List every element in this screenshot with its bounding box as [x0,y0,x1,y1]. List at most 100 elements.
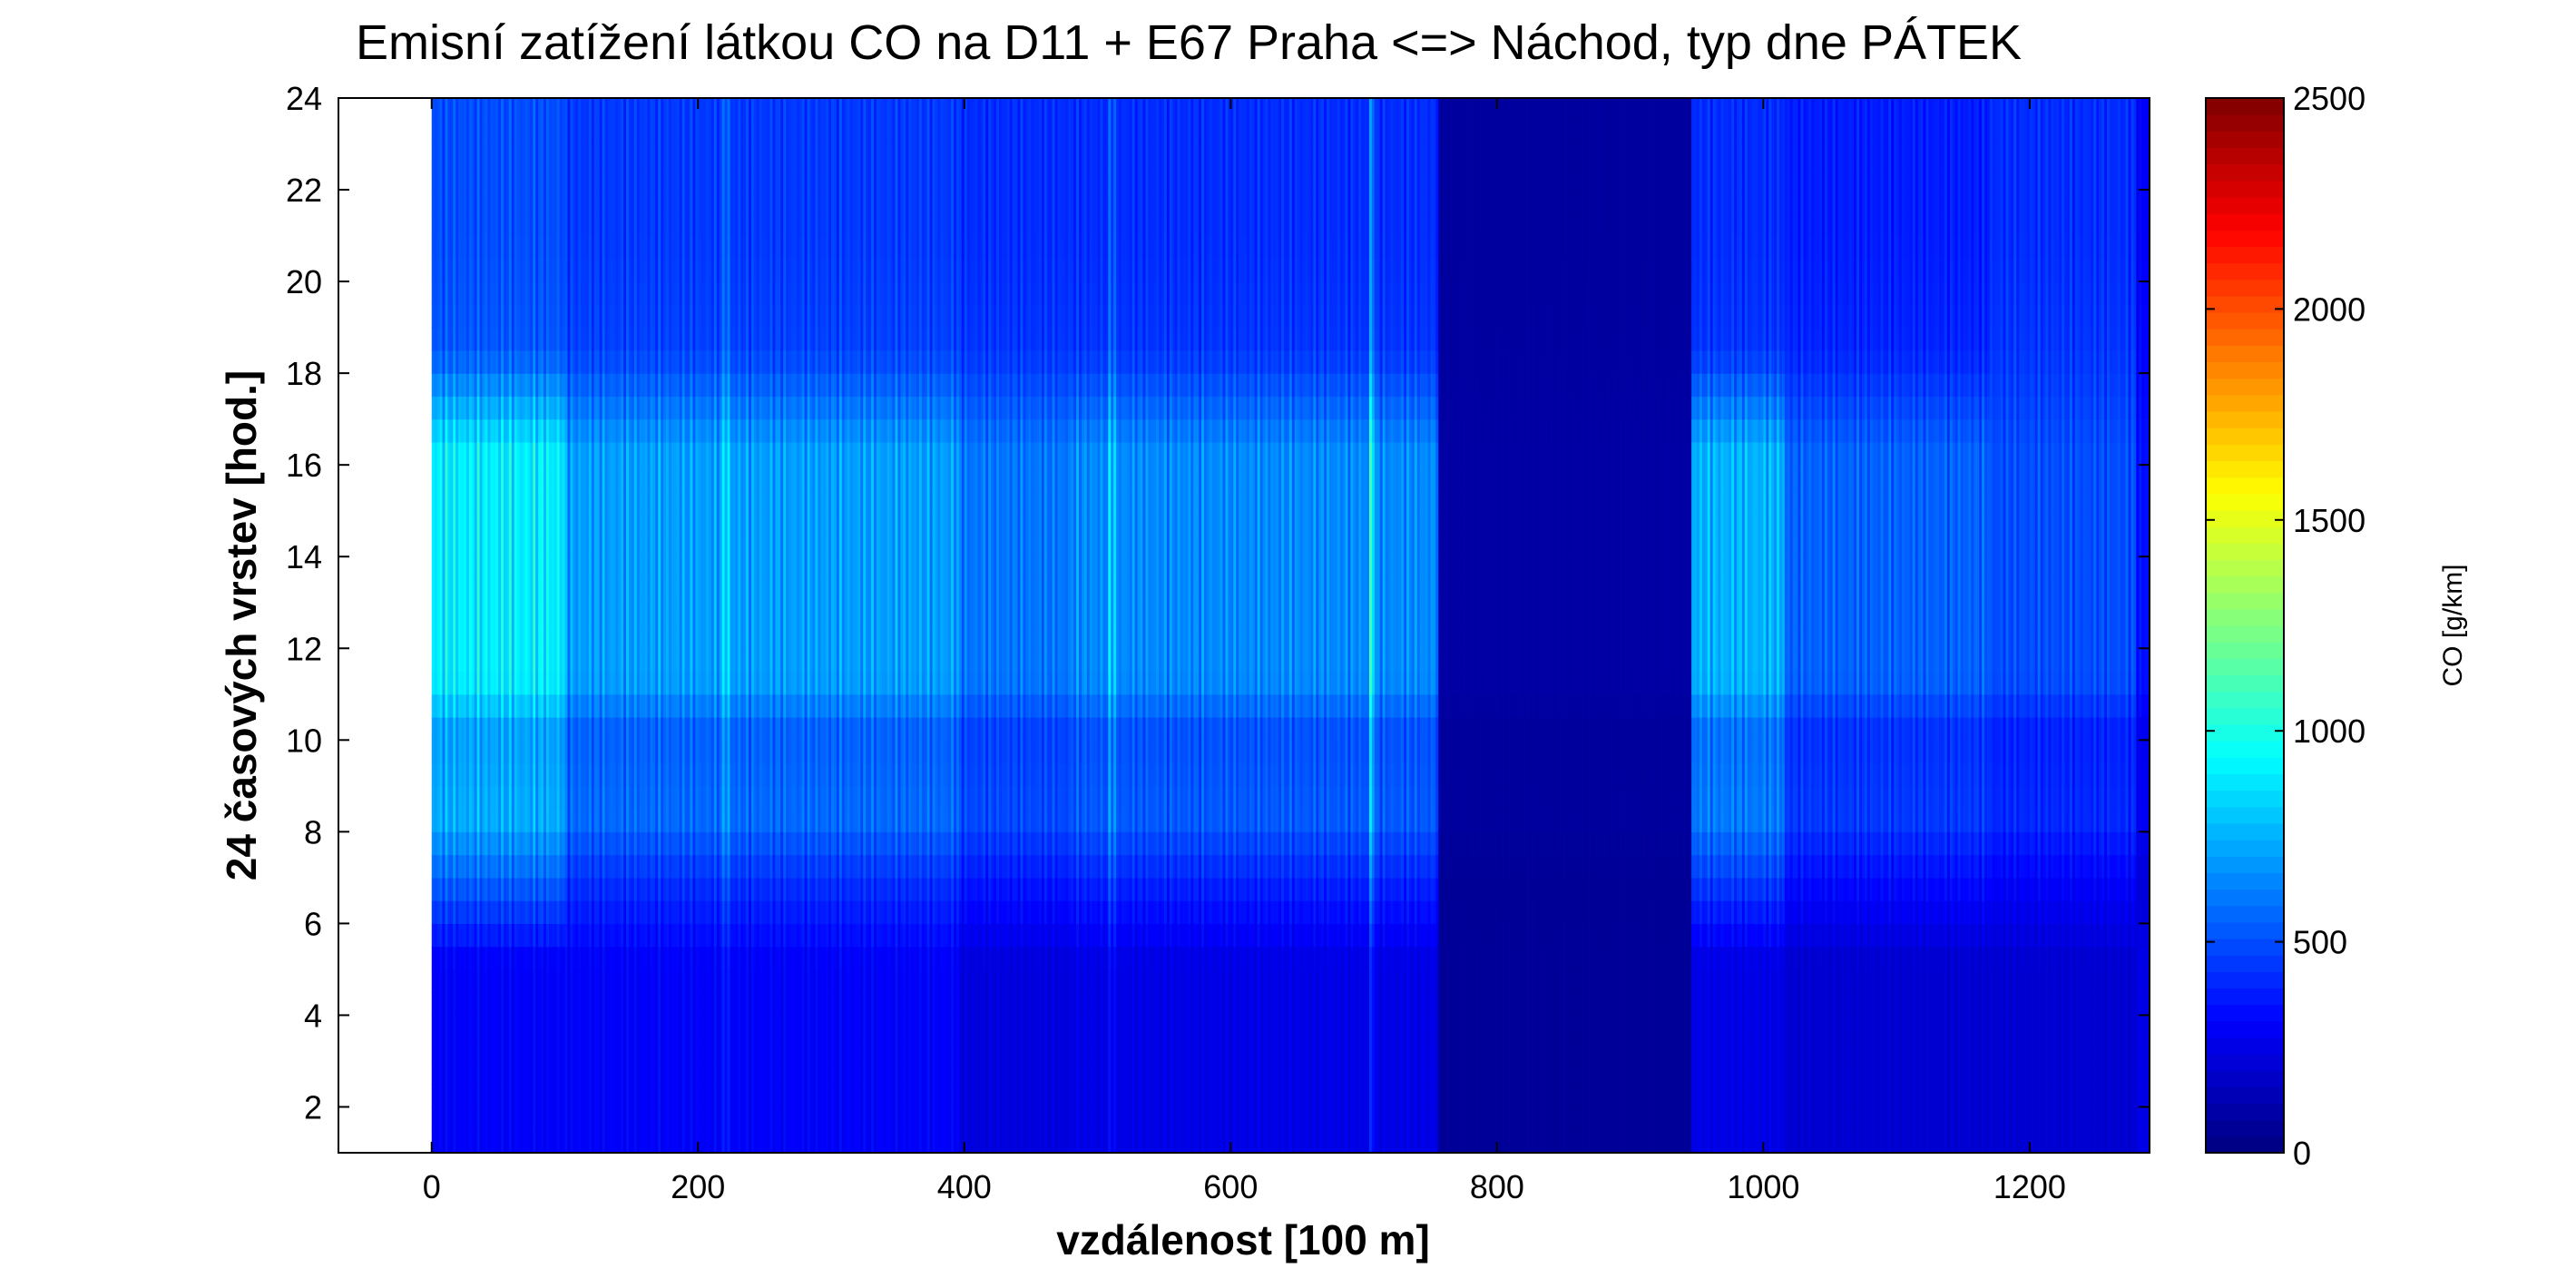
heatmap-cell [434,441,438,466]
heatmap-cell [559,258,563,282]
heatmap-cell [479,1084,484,1108]
heatmap-cell [479,212,484,237]
heatmap-cell [487,510,491,535]
heatmap-cell [450,1037,454,1062]
heatmap-cell [465,717,470,741]
heatmap-cell [593,992,598,1017]
heatmap-cell [495,98,499,122]
heatmap-cell [514,373,518,397]
heatmap-cell [468,1129,473,1154]
heatmap-cell [493,900,496,924]
heatmap-cell [495,602,499,626]
heatmap-cell [442,556,446,581]
heatmap-cell [522,1129,526,1154]
heatmap-cell [447,190,451,213]
heatmap-cell [450,533,454,557]
heatmap-cell [553,740,558,764]
heatmap-cell [495,877,499,901]
heatmap-cell [593,762,598,787]
heatmap-cell [482,671,486,695]
heatmap-cell [505,992,510,1017]
heatmap-cell [559,579,563,604]
heatmap-cell [519,190,524,213]
heatmap-cell [548,235,553,260]
heatmap-cell [447,648,451,673]
heatmap-cell [553,235,558,260]
heatmap-cell [514,946,518,970]
heatmap-cell [544,579,547,604]
heatmap-cell [567,396,571,420]
heatmap-cell [439,717,444,741]
heatmap-cell [468,579,473,604]
heatmap-cell [575,487,579,512]
heatmap-cell [476,258,481,282]
heatmap-cell [559,556,563,581]
heatmap-cell [458,212,462,237]
heatmap-cell [567,327,571,351]
heatmap-cell [562,190,566,213]
heatmap-cell [431,1084,436,1108]
heatmap-cell [559,717,563,741]
heatmap-cell [541,373,544,397]
heatmap-cell [431,877,436,901]
heatmap-cell [527,373,531,397]
heatmap-cell [490,809,494,832]
heatmap-cell [585,923,590,948]
heatmap-cell [458,190,462,213]
heatmap-cell [585,212,590,237]
heatmap-cell [490,533,494,557]
heatmap-cell [533,693,536,718]
heatmap-cell [578,1037,582,1062]
heatmap-cell [556,143,561,168]
heatmap-cell [535,510,539,535]
heatmap-cell [476,235,481,260]
heatmap-cell [461,281,465,305]
heatmap-cell [524,877,529,901]
heatmap-cell [461,556,465,581]
heatmap-cell [501,349,504,374]
heatmap-cell [479,327,484,351]
heatmap-cell [490,349,494,374]
heatmap-cell [596,671,601,695]
heatmap-cell [490,900,494,924]
heatmap-cell [485,923,488,948]
heatmap-cell [591,121,595,145]
heatmap-cell [490,258,494,282]
heatmap-cell [447,625,451,649]
heatmap-cell [476,1084,481,1108]
heatmap-cell [461,854,465,879]
heatmap-cell [556,671,561,695]
heatmap-cell [599,1106,603,1131]
heatmap-cell [527,602,531,626]
heatmap-cell [465,396,470,420]
heatmap-cell [455,1129,459,1154]
heatmap-cell [453,740,456,764]
heatmap-cell [501,441,504,466]
heatmap-cell [591,304,595,329]
heatmap-cell [596,281,601,305]
heatmap-cell [495,1084,499,1108]
heatmap-cell [596,1129,601,1154]
heatmap-cell [559,418,563,443]
heatmap-cell [519,625,524,649]
heatmap-cell [436,212,441,237]
heatmap-cell [581,121,584,145]
heatmap-cell [468,831,473,856]
heatmap-cell [461,785,465,810]
heatmap-cell [585,762,590,787]
heatmap-cell [519,304,524,329]
heatmap-cell [468,625,473,649]
heatmap-cell [476,418,481,443]
heatmap-cell [445,968,448,993]
heatmap-cell [541,533,544,557]
heatmap-cell [508,854,513,879]
heatmap-cell [559,785,563,810]
heatmap-cell [508,281,513,305]
heatmap-cell [593,349,598,374]
heatmap-cell [505,465,510,489]
heatmap-cell [599,602,603,626]
heatmap-cell [479,671,484,695]
heatmap-cell [458,487,462,512]
heatmap-cell [533,418,536,443]
heatmap-cell [544,740,547,764]
